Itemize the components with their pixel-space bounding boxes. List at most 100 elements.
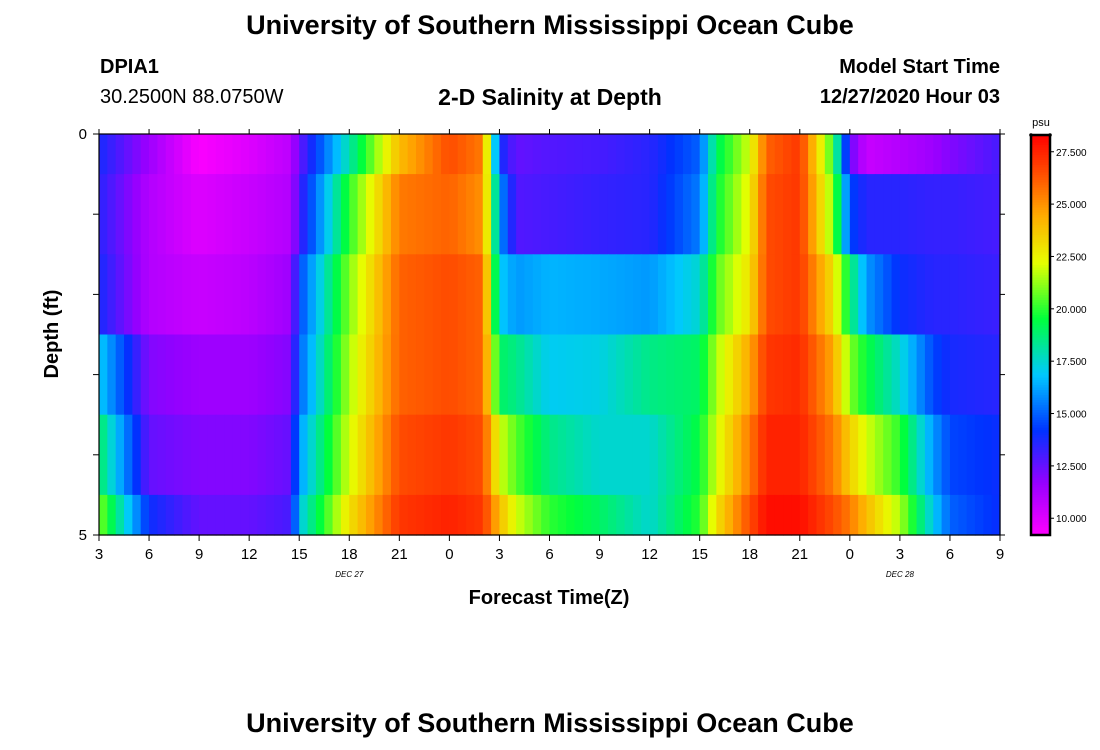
colorbar-tick-label: 10.000 — [1056, 514, 1087, 525]
heat-cell — [115, 174, 125, 255]
heat-cell — [140, 334, 150, 416]
colorbar-swatch — [1031, 277, 1050, 281]
heat-cell — [933, 174, 943, 255]
heat-cell — [516, 254, 526, 336]
heat-cell — [140, 254, 150, 336]
x-tick-label: 0 — [445, 546, 453, 563]
station-id: DPIA1 — [100, 56, 159, 78]
colorbar-swatch — [1031, 417, 1050, 421]
heat-cell — [132, 334, 142, 416]
colorbar-swatch — [1031, 155, 1050, 159]
heat-cell — [958, 134, 968, 175]
heat-cell — [374, 134, 384, 175]
heat-cell — [908, 174, 918, 255]
colorbar-swatch — [1031, 160, 1050, 164]
heat-cell — [691, 414, 701, 496]
heat-cell — [224, 254, 234, 336]
colorbar-swatch — [1031, 372, 1050, 376]
heat-cell — [616, 174, 626, 255]
heat-cell — [290, 334, 300, 416]
heat-cell — [808, 334, 818, 416]
heat-cell — [299, 134, 309, 175]
colorbar-swatch — [1031, 337, 1050, 341]
heat-cell — [774, 174, 784, 255]
heat-cell — [207, 414, 217, 496]
heat-cell — [315, 334, 325, 416]
heat-cell — [641, 414, 651, 496]
colorbar-swatch — [1031, 145, 1050, 149]
heat-cell — [107, 494, 117, 536]
heat-cell — [891, 494, 901, 536]
heat-cell — [416, 494, 425, 536]
heat-cell — [107, 414, 117, 496]
heat-cell — [299, 254, 309, 336]
heat-cell — [874, 414, 884, 496]
colorbar-swatch — [1031, 252, 1050, 256]
heat-cell — [516, 414, 526, 496]
heat-cell — [632, 334, 642, 416]
heat-cell — [574, 334, 584, 416]
heat-cell — [908, 414, 918, 496]
heat-cell — [491, 334, 501, 416]
heat-cell — [491, 414, 501, 496]
heat-cell — [657, 414, 667, 496]
colorbar-swatch — [1031, 147, 1050, 151]
colorbar-swatch — [1031, 430, 1050, 434]
heat-cell — [99, 334, 108, 416]
colorbar-swatch — [1031, 355, 1050, 359]
colorbar-swatch — [1031, 165, 1050, 169]
heat-cell — [799, 134, 809, 175]
heat-cell — [449, 134, 459, 175]
heat-cell — [140, 414, 150, 496]
colorbar-swatch — [1031, 380, 1050, 384]
heat-cell — [582, 494, 592, 536]
heat-cell — [257, 134, 267, 175]
heat-cell — [349, 254, 359, 336]
heat-cell — [883, 254, 893, 336]
heat-cell — [274, 334, 284, 416]
heat-cell — [532, 334, 542, 416]
heat-cell — [365, 494, 375, 536]
heat-cell — [591, 254, 601, 336]
heat-cell — [849, 134, 859, 175]
heat-cell — [357, 174, 367, 255]
colorbar-swatch — [1031, 162, 1050, 166]
x-tick-label: 0 — [846, 546, 854, 563]
heat-cell — [858, 414, 868, 496]
heat-cell — [132, 414, 142, 496]
colorbar-swatch — [1031, 427, 1050, 431]
colorbar-swatch — [1031, 250, 1050, 254]
colorbar-swatch — [1031, 230, 1050, 234]
heat-cell — [390, 174, 400, 255]
colorbar-swatch — [1031, 405, 1050, 409]
heat-cell — [591, 414, 601, 496]
heat-cell — [557, 494, 567, 536]
x-tick-label: 3 — [896, 546, 904, 563]
heat-cell — [257, 254, 267, 336]
heat-cell — [699, 334, 709, 416]
colorbar-swatch — [1031, 512, 1050, 516]
heat-cell — [741, 334, 751, 416]
colorbar-swatch — [1031, 457, 1050, 461]
heat-cell — [657, 134, 667, 175]
heat-cell — [674, 414, 684, 496]
heat-cell — [674, 254, 684, 336]
heat-cell — [941, 414, 951, 496]
heat-cell — [841, 174, 851, 255]
heat-cell — [641, 494, 651, 536]
heat-cell — [916, 414, 926, 496]
heat-cell — [224, 414, 234, 496]
colorbar-swatch — [1031, 297, 1050, 301]
heat-cell — [524, 174, 534, 255]
heat-cell — [941, 334, 951, 416]
colorbar-swatch — [1031, 387, 1050, 391]
heat-cell — [908, 134, 918, 175]
x-tick-label: 21 — [791, 546, 808, 563]
heat-cell — [666, 254, 676, 336]
heat-cell — [249, 334, 259, 416]
colorbar-swatch — [1031, 410, 1050, 414]
heat-cell — [933, 494, 943, 536]
colorbar-swatch — [1031, 385, 1050, 389]
heat-cell — [357, 334, 367, 416]
colorbar-swatch — [1031, 237, 1050, 241]
